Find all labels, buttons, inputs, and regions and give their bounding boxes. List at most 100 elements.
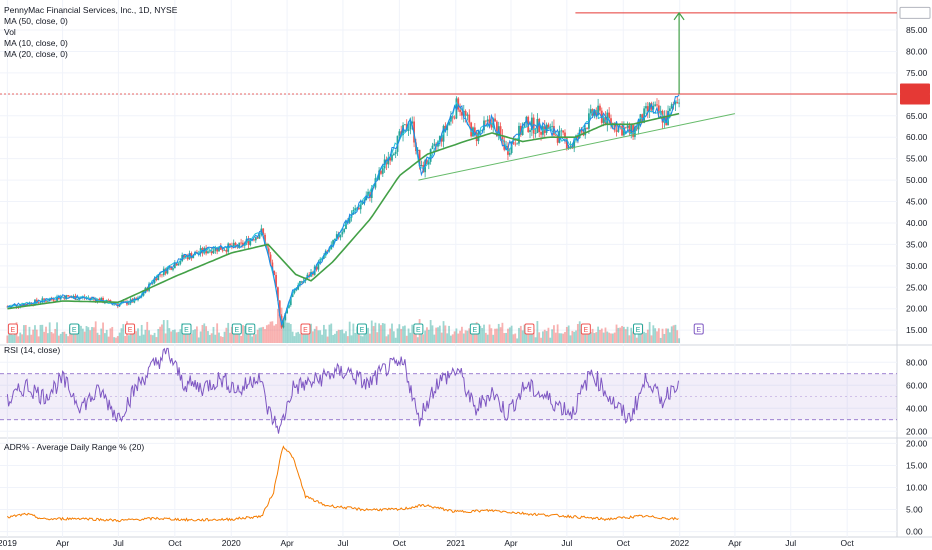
- candle-body: [19, 304, 22, 307]
- candle-body: [554, 134, 557, 136]
- rsi-tick-label: 80.00: [906, 357, 928, 367]
- volume-bar: [216, 323, 219, 343]
- volume-bar: [521, 330, 524, 343]
- earnings-icon[interactable]: E: [632, 323, 643, 335]
- earnings-icon[interactable]: E: [245, 323, 256, 335]
- volume-bar: [667, 328, 669, 343]
- candle-body: [440, 136, 443, 142]
- earnings-icon[interactable]: E: [693, 323, 704, 335]
- volume-bar: [173, 329, 176, 343]
- legend-ma20[interactable]: MA (20, close, 0): [4, 49, 68, 59]
- volume-bar: [212, 326, 215, 343]
- candle-body: [501, 135, 504, 141]
- volume-bar: [288, 322, 290, 343]
- earnings-badge: [7, 323, 18, 335]
- volume-bar: [376, 332, 379, 343]
- volume-bar: [457, 333, 460, 343]
- volume-bar: [57, 335, 60, 343]
- volume-bar: [624, 329, 627, 343]
- volume-bar: [562, 333, 565, 343]
- candle-body: [402, 125, 404, 136]
- volume-bar: [46, 333, 49, 343]
- volume-bar: [444, 325, 447, 343]
- volume-bar: [578, 321, 581, 343]
- volume-bar: [582, 328, 585, 343]
- candle-body: [288, 305, 290, 308]
- symbol-title[interactable]: PennyMac Financial Services, Inc., 1D, N…: [4, 5, 178, 15]
- candle-body: [293, 290, 296, 293]
- candle-body: [560, 130, 563, 132]
- ma10-line: [7, 94, 680, 327]
- earnings-icon[interactable]: E: [580, 323, 591, 335]
- volume-bar: [251, 336, 254, 343]
- candle-body: [369, 191, 371, 198]
- earnings-icon[interactable]: E: [413, 323, 424, 335]
- volume-bar: [514, 333, 517, 343]
- candle-body: [449, 116, 452, 122]
- candle-body: [431, 145, 434, 150]
- candle-body: [181, 254, 184, 261]
- time-axis[interactable]: 2019 Apr Jul Oct 2020 Apr Jul Oct 2021 Apr Jul Oct 2…: [0, 538, 854, 548]
- volume-bar: [567, 325, 570, 343]
- price-axis[interactable]: 15.00 20.00 25.00 30.00 35.00 40.00 45.00 50.00…: [899, 6, 931, 537]
- earnings-icon[interactable]: E: [7, 323, 18, 335]
- volume-bar: [427, 329, 430, 343]
- volume-bar: [536, 321, 539, 343]
- volume-bar: [523, 324, 526, 343]
- earnings-letter: E: [527, 327, 532, 334]
- volume-bar: [473, 329, 476, 343]
- volume-bar: [260, 327, 263, 343]
- candle-body: [253, 239, 255, 241]
- candle-body: [645, 106, 647, 109]
- volume-bar: [670, 326, 673, 343]
- earnings-icon[interactable]: E: [231, 323, 242, 335]
- earnings-icon[interactable]: E: [181, 323, 192, 335]
- candle-body: [562, 130, 565, 133]
- earnings-badge: [245, 323, 256, 335]
- trend-drawings[interactable]: [0, 11, 897, 181]
- volume-bar: [177, 331, 180, 343]
- time-tick-label: Jul: [113, 538, 124, 548]
- earnings-icon[interactable]: E: [524, 323, 535, 335]
- candle-body: [214, 247, 217, 251]
- volume-bar: [622, 326, 625, 343]
- volume-bar: [109, 328, 112, 343]
- candle-body: [429, 149, 432, 162]
- candle-body: [545, 124, 548, 133]
- price-tick-label: 45.00: [906, 197, 928, 207]
- adr-tick-label: 5.00: [906, 505, 923, 515]
- volume-bar: [422, 334, 425, 343]
- earnings-icon[interactable]: E: [69, 323, 80, 335]
- volume-bar: [650, 335, 653, 343]
- adr-line: [7, 445, 679, 523]
- volume-bar: [512, 334, 515, 343]
- candle-body: [210, 250, 213, 254]
- earnings-icon[interactable]: E: [469, 323, 480, 335]
- candle-body: [218, 246, 220, 252]
- legend-ma50[interactable]: MA (50, close, 0): [4, 16, 68, 26]
- candle-body: [332, 240, 335, 245]
- legend-vol[interactable]: Vol: [4, 27, 16, 37]
- volume-bar: [265, 325, 268, 343]
- candle-body: [164, 268, 167, 274]
- volume-bar: [678, 338, 680, 343]
- earnings-icon[interactable]: E: [356, 323, 367, 335]
- volume-bar: [659, 337, 662, 343]
- earnings-icon[interactable]: E: [125, 323, 136, 335]
- volume-bar: [426, 327, 428, 343]
- candle-body: [530, 117, 533, 131]
- volume-bar: [234, 332, 237, 343]
- volume-bar: [120, 328, 123, 343]
- volume-bar: [155, 337, 158, 343]
- earnings-icon[interactable]: E: [300, 323, 311, 335]
- volume-bar: [146, 321, 149, 343]
- volume-bar: [608, 332, 611, 343]
- candle-body: [516, 143, 519, 145]
- time-tick-label: Jul: [561, 538, 572, 548]
- candle-body: [564, 132, 566, 139]
- price-tick-label: 65.00: [906, 111, 928, 121]
- legend-ma10[interactable]: MA (10, close, 0): [4, 38, 68, 48]
- candle-body: [186, 255, 189, 260]
